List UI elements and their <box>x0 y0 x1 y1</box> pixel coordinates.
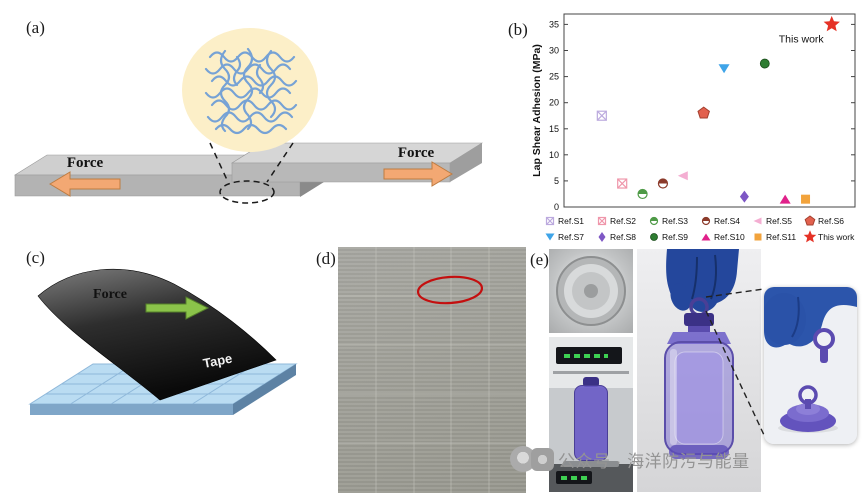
tape-peel-schematic: Tape Force <box>28 268 298 415</box>
svg-text:10: 10 <box>549 150 559 160</box>
svg-text:Ref.S2: Ref.S2 <box>610 216 636 226</box>
svg-text:Ref.S5: Ref.S5 <box>766 216 792 226</box>
svg-text:Ref.S10: Ref.S10 <box>714 232 745 242</box>
watermark-badge-icon <box>531 447 554 471</box>
svg-text:Ref.S9: Ref.S9 <box>662 232 688 242</box>
readout-digits <box>561 476 587 480</box>
force-arrow-left <box>49 171 121 197</box>
watermark-text: 公众号 · 海洋防污与能量 <box>558 451 750 471</box>
bottle-on-scale <box>574 385 608 461</box>
svg-text:Ref.S11: Ref.S11 <box>766 232 796 242</box>
crosscut-test-photo <box>338 247 526 493</box>
balance-pan-photo <box>549 249 633 333</box>
bottle-cap <box>583 377 599 387</box>
panel-a-label: (a) <box>26 18 45 37</box>
blue-glove <box>666 249 739 312</box>
svg-text:Ref.S4: Ref.S4 <box>714 216 740 226</box>
svg-text:This work: This work <box>779 33 825 45</box>
slab-right <box>230 142 484 183</box>
crosscut-grid <box>338 247 526 493</box>
tape-ribbon <box>37 268 277 401</box>
svg-text:Lap Shear Adhesion (MPa): Lap Shear Adhesion (MPa) <box>531 44 543 177</box>
inset-lid <box>778 385 838 433</box>
polymer-network <box>204 47 298 135</box>
inset-hook <box>813 328 835 363</box>
svg-text:30: 30 <box>549 46 559 56</box>
balance-shelf <box>553 371 629 374</box>
svg-text:Ref.S3: Ref.S3 <box>662 216 688 226</box>
force-arrow-right <box>383 161 453 187</box>
watermark: 公众号 · 海洋防污与能量 <box>510 446 750 472</box>
scale-platform <box>563 461 619 467</box>
svg-text:5: 5 <box>554 176 559 186</box>
panel-d-label: (d) <box>316 249 336 268</box>
scale-readout <box>556 471 592 484</box>
display-digits <box>564 354 608 358</box>
svg-text:15: 15 <box>549 124 559 134</box>
tape-label: Tape <box>202 351 234 371</box>
cap-hook-inset <box>764 287 857 444</box>
force-arrow <box>145 296 210 320</box>
panel-b-label: (b) <box>508 20 528 39</box>
svg-text:20: 20 <box>549 98 559 108</box>
cap-hook-inset-photo <box>764 287 857 444</box>
panel-c-label: (c) <box>26 248 45 267</box>
purple-container <box>664 313 734 459</box>
svg-text:25: 25 <box>549 72 559 82</box>
force-label-left: Force <box>67 155 104 171</box>
svg-text:Ref.S8: Ref.S8 <box>610 232 636 242</box>
lap-shear-chart-svg: 0 5 10 15 20 25 30 35 Lap Shear Adhesion (MPa) Th… <box>531 13 856 243</box>
svg-text:0: 0 <box>554 202 559 212</box>
force-label: Force <box>93 287 127 302</box>
balance-pan <box>556 256 626 326</box>
joint-dashed-circle <box>219 180 275 204</box>
lap-shear-schematic: Force Force <box>13 28 484 204</box>
svg-text:Ref.S1: Ref.S1 <box>558 216 584 226</box>
svg-text:Ref.S6: Ref.S6 <box>818 216 844 226</box>
callout-line-right <box>266 142 294 183</box>
callout-line-left <box>209 142 229 183</box>
panel-e-label: (e) <box>530 250 549 269</box>
inset-glove <box>764 287 857 348</box>
red-highlight-ellipse <box>416 275 484 305</box>
svg-text:Ref.S7: Ref.S7 <box>558 232 584 242</box>
svg-text:35: 35 <box>549 19 559 29</box>
balance-display <box>556 347 622 364</box>
force-label-right: Force <box>398 145 435 161</box>
scale-with-bottle-photo <box>549 337 633 492</box>
lap-shear-chart: 0 5 10 15 20 25 30 35 Lap Shear Adhesion (MPa) Th… <box>528 0 865 257</box>
svg-text:This work: This work <box>818 232 855 242</box>
